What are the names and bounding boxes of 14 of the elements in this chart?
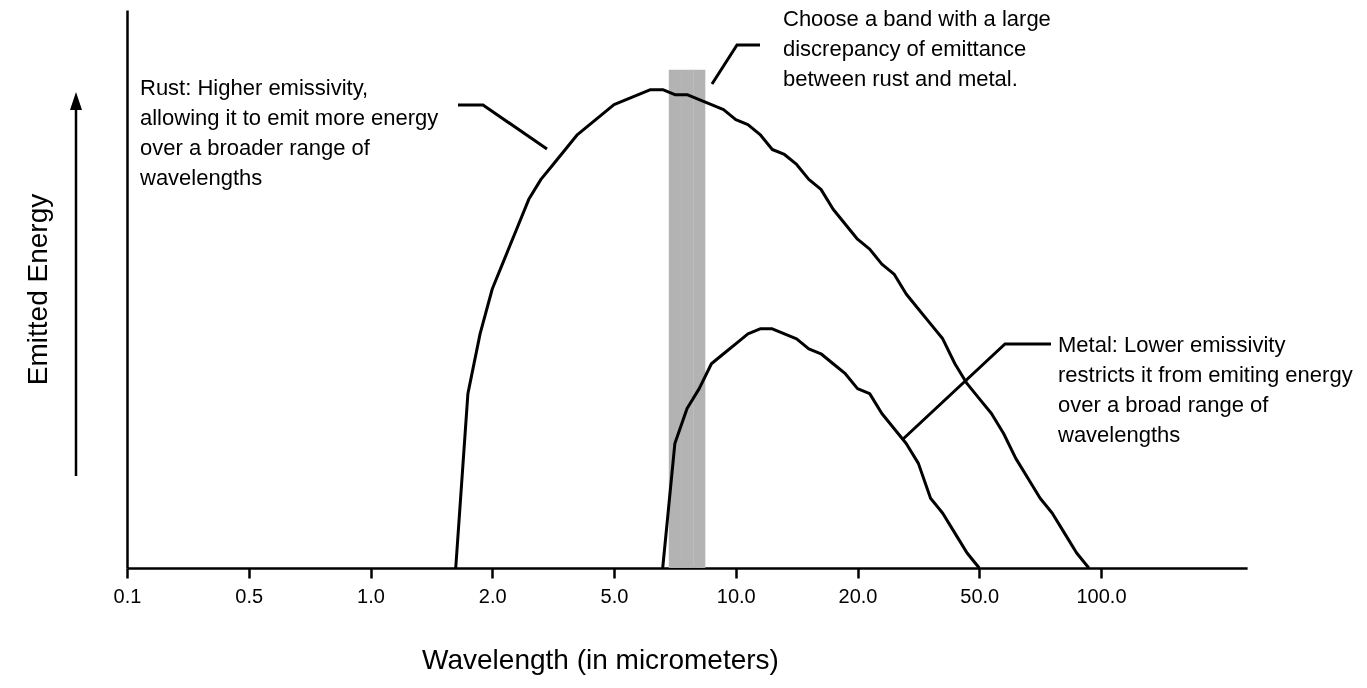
x-tick-label: 5.0 — [600, 584, 629, 607]
annotation: Rust: Higher emissivity, allowing it to emit more energy over a broader range of wavelengths — [140, 74, 440, 192]
x-tick-label: 2.0 — [478, 584, 507, 607]
x-tick-label: 50.0 — [960, 584, 1000, 607]
x-axis-title: Wavelength (in micrometers) — [422, 643, 779, 675]
annotation: Metal: Lower emissivity restricts it from emiting energy over a broad range of wavelengths — [1058, 331, 1354, 449]
x-tick-label: 0.5 — [235, 584, 264, 607]
x-tick-label: 10.0 — [716, 584, 756, 607]
x-tick-label: 20.0 — [838, 584, 878, 607]
x-tick-label: 0.1 — [113, 584, 142, 607]
y-axis-title: Emitted Energy — [21, 193, 53, 386]
x-tick-label: 100.0 — [1076, 584, 1127, 607]
annotation: Choose a band with a large discrepancy of emittance between rust and metal. — [783, 5, 1052, 93]
x-tick-label: 1.0 — [357, 584, 385, 607]
